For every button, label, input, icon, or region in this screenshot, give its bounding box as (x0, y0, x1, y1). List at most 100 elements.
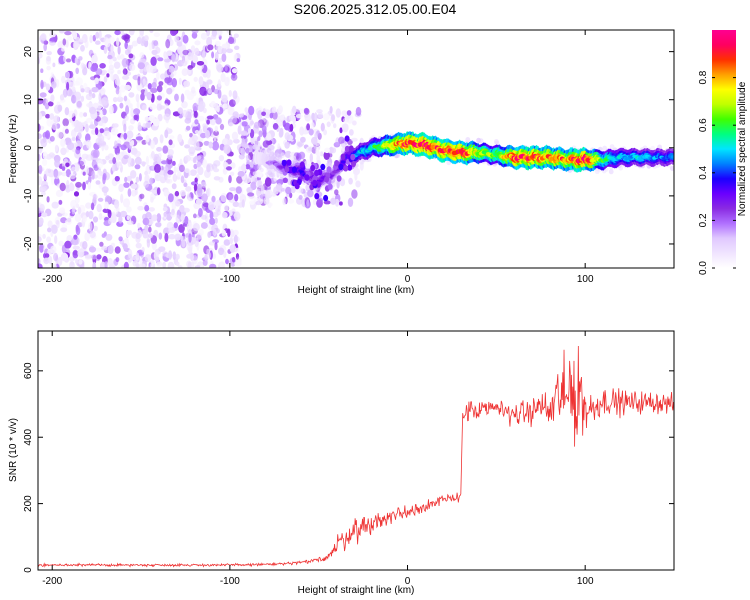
colorbar: 0.0 0.2 0.4 0.6 0.8 Normalized spectral ampl… (698, 30, 748, 275)
noise-cell (135, 252, 140, 261)
noise-cell (326, 121, 331, 128)
noise-cell (298, 151, 306, 160)
noise-cell (167, 149, 174, 156)
noise-cell (46, 65, 51, 71)
noise-cell (80, 62, 85, 70)
noise-cell (110, 44, 114, 54)
noise-cell (58, 240, 64, 247)
noise-cell (93, 225, 98, 232)
noise-cell (229, 237, 234, 245)
noise-cell (304, 113, 312, 122)
noise-cell (118, 215, 123, 224)
noise-cell (46, 56, 51, 62)
noise-cell (98, 109, 104, 118)
noise-cell (139, 52, 145, 59)
halo-cell (650, 145, 656, 151)
noise-cell (174, 233, 181, 241)
noise-cell (181, 101, 188, 109)
noise-cell (63, 55, 67, 63)
noise-cell (144, 170, 149, 176)
noise-cell (168, 233, 176, 240)
noise-cell (156, 95, 162, 101)
noise-cell (134, 156, 142, 165)
noise-cell (51, 176, 55, 185)
noise-cell (132, 183, 140, 190)
noise-cell (124, 49, 131, 56)
noise-cell (112, 123, 119, 128)
noise-cell (178, 164, 185, 173)
noise-cell (263, 197, 270, 205)
noise-cell (174, 93, 179, 102)
noise-cell (128, 92, 135, 98)
noise-cell (38, 111, 43, 121)
noise-cell (135, 93, 140, 103)
noise-cell (101, 186, 109, 194)
track-blob (344, 145, 350, 153)
noise-cell (73, 127, 80, 133)
noise-cell (353, 167, 360, 176)
noise-cell (298, 187, 304, 194)
noise-cell (196, 61, 205, 66)
noise-cell (74, 191, 79, 197)
noise-cell (316, 199, 323, 208)
noise-cell (284, 141, 290, 149)
noise-cell (59, 182, 66, 192)
noise-cell (196, 183, 203, 194)
noise-cell (130, 107, 135, 118)
noise-cell (214, 125, 218, 133)
noise-cell (75, 147, 81, 155)
noise-cell (213, 176, 221, 181)
snr-y-label: SNR (10 * v/v) (8, 418, 19, 482)
noise-cell (101, 69, 108, 74)
noise-cell (238, 147, 243, 154)
noise-cell (218, 45, 222, 54)
noise-cell (180, 175, 185, 184)
noise-cell (329, 106, 333, 114)
noise-cell (59, 94, 65, 101)
noise-cell (221, 43, 228, 49)
noise-cell (223, 204, 229, 212)
noise-cell (126, 175, 132, 182)
noise-cell (126, 130, 134, 139)
noise-cell (137, 122, 142, 130)
noise-cell (229, 171, 235, 176)
halo-cell (277, 154, 283, 160)
noise-cell (232, 90, 238, 100)
noise-cell (156, 72, 160, 80)
noise-cell (88, 49, 94, 57)
snr-frame (37, 330, 675, 571)
noise-cell (308, 128, 314, 136)
noise-cell (215, 117, 222, 125)
colorbar-ticks: 0.0 0.2 0.4 0.6 0.8 (698, 70, 736, 275)
noise-cell (171, 78, 177, 88)
noise-cell (164, 173, 168, 181)
noise-cell (110, 213, 117, 223)
noise-cell (194, 155, 202, 160)
noise-cell (206, 187, 211, 197)
noise-cell (192, 223, 200, 232)
noise-cell (180, 93, 185, 103)
noise-cell (223, 144, 231, 154)
noise-cell (149, 177, 154, 185)
noise-cell (282, 120, 286, 128)
noise-cell (342, 117, 350, 123)
noise-cell (111, 127, 119, 136)
noise-cell (219, 261, 225, 268)
noise-cell (221, 53, 227, 62)
noise-cell (181, 109, 188, 118)
noise-cell (233, 211, 241, 221)
track-blob (351, 160, 356, 168)
noise-cell (233, 33, 239, 39)
noise-cell (98, 171, 104, 177)
noise-cell (147, 83, 152, 90)
noise-cell (88, 210, 94, 220)
noise-cell (187, 261, 192, 268)
noise-cell (137, 205, 145, 211)
noise-cell (112, 163, 116, 172)
noise-cell (122, 75, 130, 80)
noise-cell (272, 111, 278, 120)
noise-cell (73, 31, 78, 40)
noise-cell (334, 189, 339, 196)
noise-cell (124, 115, 129, 121)
noise-cell (157, 113, 163, 122)
